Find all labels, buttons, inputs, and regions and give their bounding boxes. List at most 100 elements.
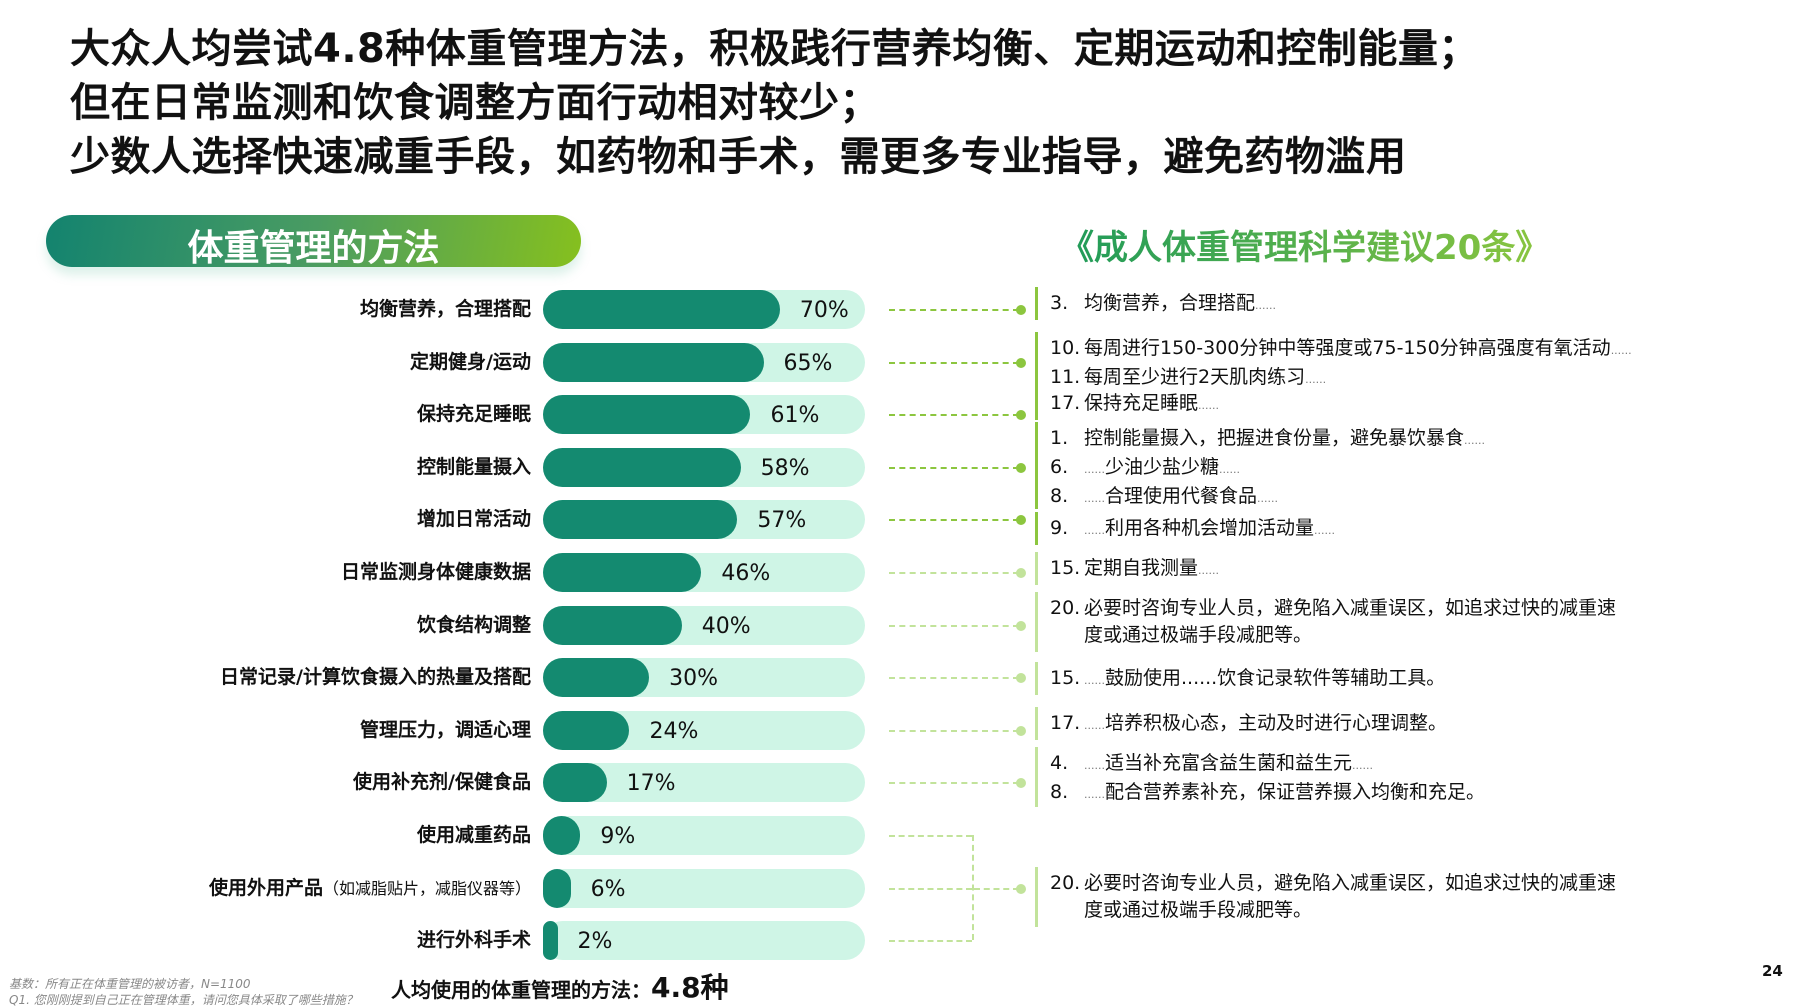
bar-track: 17%: [543, 763, 865, 803]
dashed-connector: [889, 466, 1019, 469]
category-label: 保持充足睡眠: [417, 395, 531, 434]
average-value: 4.8种: [651, 971, 729, 1004]
guide-item: 17. 保持充足睡眠......: [1050, 390, 1219, 419]
item-number: 17.: [1050, 712, 1081, 734]
dashed-connector: [889, 835, 972, 837]
category-text: 增加日常活动: [416, 508, 531, 531]
item-number: 15.: [1050, 667, 1081, 689]
category-label: 日常监测身体健康数据: [341, 553, 531, 592]
category-text: 饮食结构调整: [416, 613, 531, 636]
group-divider: [1035, 387, 1038, 420]
connector-dot: [1016, 305, 1026, 315]
item-text: 适当补充富含益生菌和益生元: [1104, 752, 1352, 774]
ellipsis: ......: [1084, 759, 1105, 772]
item-text: 合理使用代餐食品: [1104, 485, 1257, 507]
guide-group: 15. ......鼓励使用......饮食记录软件等辅助工具。: [1050, 665, 1445, 694]
category-label: 控制能量摄入: [417, 448, 531, 487]
guide-item: 3. 均衡营养，合理搭配......: [1050, 290, 1276, 319]
guide-title: 《成人体重管理科学建议20条》: [1060, 220, 1549, 269]
dashed-connector: [889, 361, 1019, 364]
item-text: 每周进行150-300分钟中等强度或75-150分钟高强度有氧活动: [1084, 337, 1611, 359]
headline-line: 少数人选择快速减重手段，如药物和手术，需更多专业指导，避免药物滥用: [70, 134, 1407, 180]
value-label: 57%: [757, 508, 807, 534]
guide-item: 11. 每周至少进行2天肌肉练习......: [1050, 364, 1632, 393]
ellipsis: ......: [1084, 674, 1105, 687]
bar-track: 40%: [543, 605, 865, 645]
category-text: 控制能量摄入: [416, 455, 531, 478]
guide-group: 1. 控制能量摄入，把握进食份量，避免暴饮暴食...... 6. ......少油少盐…: [1050, 425, 1485, 512]
group-divider: [1035, 867, 1038, 927]
guide-group: 17. 保持充足睡眠......: [1050, 390, 1219, 419]
ellipsis: ......: [1084, 719, 1105, 732]
guide-group: 9. ......利用各种机会增加活动量......: [1050, 515, 1335, 544]
bar: [543, 710, 630, 750]
connector-dot: [1016, 462, 1026, 473]
category-label: 进行外科手术: [417, 921, 531, 960]
item-number: 8.: [1050, 781, 1069, 803]
ellipsis: ......: [1610, 344, 1632, 357]
category-label: 定期健身/运动: [410, 343, 531, 382]
item-text: 控制能量摄入，把握进食份量，避免暴饮暴食: [1084, 427, 1465, 449]
ellipsis: ......: [1219, 463, 1240, 476]
category-text: 使用减重药品: [416, 824, 531, 846]
ellipsis: ......: [1352, 759, 1373, 772]
page-number: 24: [1762, 962, 1783, 980]
dashed-connector: [889, 519, 1019, 522]
bar-track: 46%: [543, 553, 865, 592]
bar-track: 57%: [543, 500, 865, 540]
group-divider: [1035, 422, 1038, 509]
value-label: 65%: [783, 350, 833, 376]
item-text: 定期自我测量: [1084, 557, 1199, 579]
connector-dot: [1016, 568, 1026, 578]
ellipsis: ......: [1198, 399, 1219, 412]
item-text: 每周至少进行2天肌肉练习: [1084, 366, 1306, 388]
guide-group: 15. 定期自我测量......: [1050, 555, 1219, 584]
value-label: 17%: [626, 771, 676, 797]
group-divider: [1035, 332, 1038, 392]
value-label: 2%: [577, 929, 613, 955]
dashed-connector: [889, 940, 972, 943]
bar-track: 58%: [543, 447, 865, 487]
guide-item: 20. 必要时咨询专业人员，避免陷入减重误区，如追求过快的减重速: [1050, 870, 1616, 897]
item-number: 17.: [1050, 392, 1081, 414]
bar: [543, 605, 682, 645]
bar: [543, 921, 558, 961]
guide-item: 15. ......鼓励使用......饮食记录软件等辅助工具。: [1050, 665, 1445, 694]
dashed-connector: [889, 782, 1019, 785]
item-number: 20.: [1050, 872, 1081, 894]
group-divider: [1035, 707, 1038, 740]
footnote-question: Q1. 您刚刚提到自己正在管理体重，请问您具体采取了哪些措施？: [9, 993, 358, 1007]
bar-track: 65%: [543, 342, 865, 382]
bar: [543, 553, 702, 592]
guide-group: 17. ......培养积极心态，主动及时进行心理调整。: [1050, 710, 1447, 739]
category-label: 均衡营养，合理搭配: [360, 290, 531, 329]
item-text: 必要时咨询专业人员，避免陷入减重误区，如追求过快的减重速: [1084, 872, 1617, 894]
group-divider: [1035, 512, 1038, 545]
dashed-connector: [889, 729, 1019, 732]
category-label: 增加日常活动: [417, 500, 531, 539]
connector-dot: [1016, 410, 1026, 421]
value-label: 46%: [721, 561, 771, 586]
value-label: 24%: [649, 718, 699, 744]
ellipsis: ......: [1084, 524, 1105, 537]
item-text: 度或通过极端手段减肥等。: [1084, 899, 1313, 921]
group-divider: [1035, 552, 1038, 585]
category-note: （如减脂贴片，减脂仪器等）: [322, 878, 531, 898]
item-text: 利用各种机会增加活动量: [1104, 517, 1314, 539]
guide-item: 10. 每周进行150-300分钟中等强度或75-150分钟高强度有氧活动....…: [1050, 335, 1632, 364]
category-label: 管理压力，调适心理: [360, 711, 531, 750]
headline-line: 大众人均尝试4.8种体重管理方法，积极践行营养均衡、定期运动和控制能量；: [70, 26, 1479, 72]
item-text: 培养积极心态，主动及时进行心理调整。: [1104, 712, 1447, 734]
dashed-connector: [889, 309, 1019, 311]
item-text: 配合营养素补充，保证营养摄入均衡和充足。: [1104, 781, 1485, 803]
dashed-connector: [889, 887, 972, 890]
guide-item: 9. ......利用各种机会增加活动量......: [1050, 515, 1335, 544]
item-text: 均衡营养，合理搭配: [1084, 292, 1256, 314]
headline: 大众人均尝试4.8种体重管理方法，积极践行营养均衡、定期运动和控制能量； 但在日…: [70, 22, 1479, 184]
item-text: 度或通过极端手段减肥等。: [1084, 624, 1313, 646]
item-number: 9.: [1050, 517, 1069, 539]
bar-track: 30%: [543, 658, 865, 698]
bar: [543, 342, 764, 382]
bracket-line: [972, 835, 974, 941]
bar-track: 2%: [543, 921, 865, 961]
